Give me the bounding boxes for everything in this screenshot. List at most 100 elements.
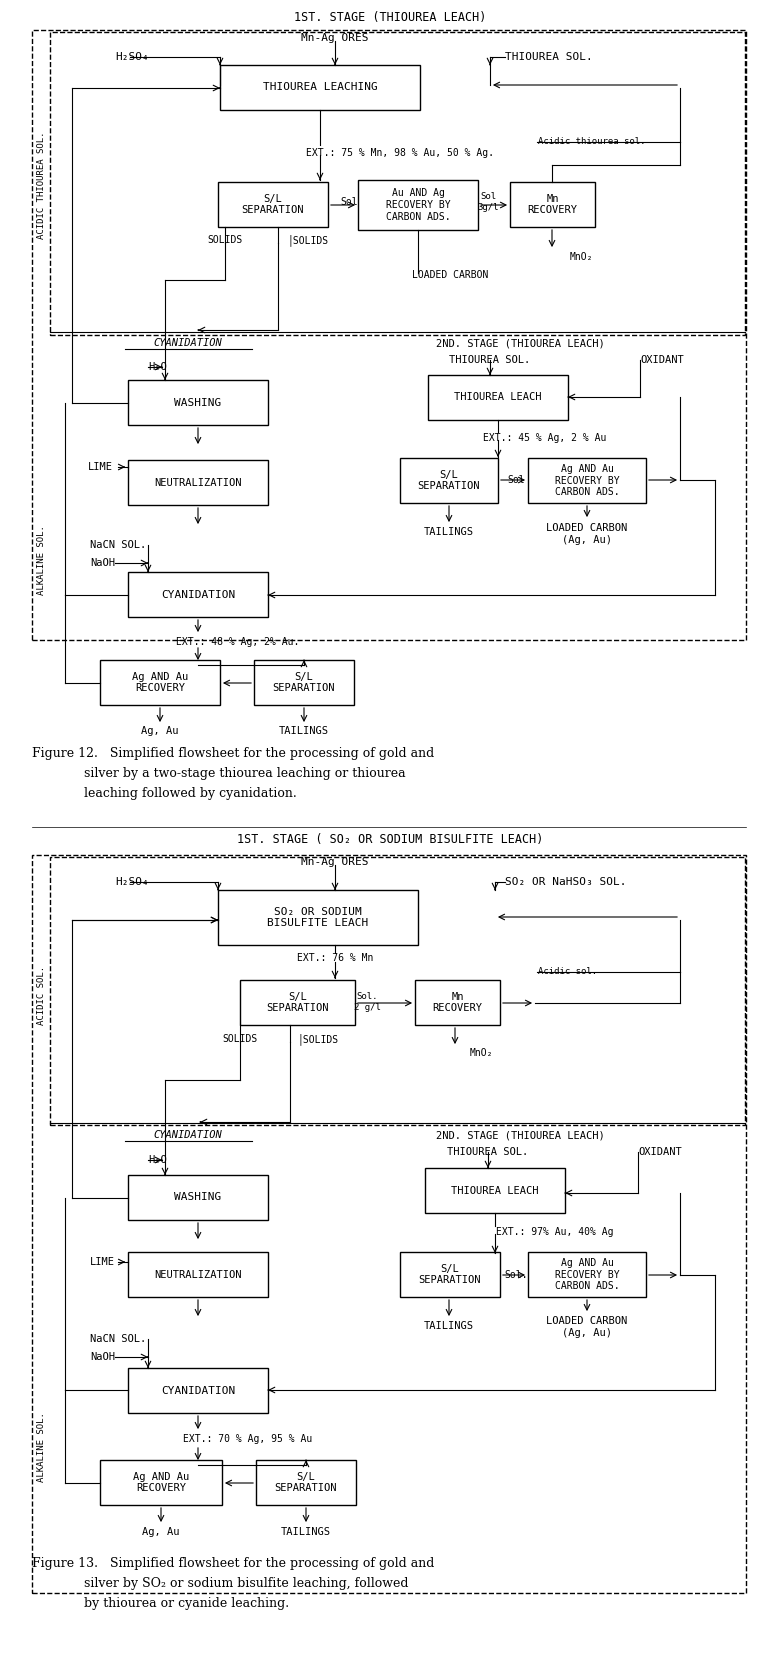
Text: EXT.: 48 % Ag, 2% Au.: EXT.: 48 % Ag, 2% Au. xyxy=(177,636,300,647)
Text: EXT.: 45 % Ag, 2 % Au: EXT.: 45 % Ag, 2 % Au xyxy=(483,434,607,442)
Bar xyxy=(425,1167,565,1213)
Text: THIOUREA LEACH: THIOUREA LEACH xyxy=(451,1186,538,1196)
Text: H₂SO₄: H₂SO₄ xyxy=(115,52,149,62)
Text: NaCN SOL.: NaCN SOL. xyxy=(90,539,146,549)
Bar xyxy=(400,457,498,502)
Bar xyxy=(428,375,568,420)
Text: EXT.: 75 % Mn, 98 % Au, 50 % Ag.: EXT.: 75 % Mn, 98 % Au, 50 % Ag. xyxy=(306,147,494,157)
Text: CYANIDATION: CYANIDATION xyxy=(161,590,235,600)
Text: ALKALINE SOL.: ALKALINE SOL. xyxy=(37,524,47,595)
Bar xyxy=(254,660,354,705)
Text: S/L
SEPARATION: S/L SEPARATION xyxy=(273,672,335,693)
Bar xyxy=(358,179,478,229)
Text: MnO₂: MnO₂ xyxy=(470,1049,493,1059)
Text: silver by a two-stage thiourea leaching or thiourea: silver by a two-stage thiourea leaching … xyxy=(32,767,405,781)
Text: CYANIDATION: CYANIDATION xyxy=(153,1131,223,1141)
Bar xyxy=(128,571,268,616)
Text: Acidic sol.: Acidic sol. xyxy=(538,968,598,977)
Text: silver by SO₂ or sodium bisulfite leaching, followed: silver by SO₂ or sodium bisulfite leachi… xyxy=(32,1576,408,1590)
Text: THIOUREA SOL.: THIOUREA SOL. xyxy=(505,52,593,62)
Text: NaCN SOL.: NaCN SOL. xyxy=(90,1333,146,1343)
Text: Sol
3g/l: Sol 3g/l xyxy=(477,193,499,211)
Text: TAILINGS: TAILINGS xyxy=(424,1322,474,1332)
Bar xyxy=(100,660,220,705)
Text: by thiourea or cyanide leaching.: by thiourea or cyanide leaching. xyxy=(32,1596,289,1610)
Bar xyxy=(220,65,420,111)
Text: TAILINGS: TAILINGS xyxy=(279,725,329,735)
Text: (Ag, Au): (Ag, Au) xyxy=(562,1328,612,1338)
Text: SOLIDS: SOLIDS xyxy=(208,235,243,245)
Text: Ag AND Au
RECOVERY: Ag AND Au RECOVERY xyxy=(133,1472,189,1494)
Text: EXT.: 97% Au, 40% Ag: EXT.: 97% Au, 40% Ag xyxy=(496,1228,614,1238)
Text: 2ND. STAGE (THIOUREA LEACH): 2ND. STAGE (THIOUREA LEACH) xyxy=(436,338,605,348)
Text: SOLIDS: SOLIDS xyxy=(223,1033,258,1044)
Text: Ag AND Au
RECOVERY BY
CARBON ADS.: Ag AND Au RECOVERY BY CARBON ADS. xyxy=(555,464,619,497)
Text: LIME: LIME xyxy=(88,462,113,472)
Bar xyxy=(128,380,268,425)
Text: Figure 13.   Simplified flowsheet for the processing of gold and: Figure 13. Simplified flowsheet for the … xyxy=(32,1558,434,1569)
Text: MnO₂: MnO₂ xyxy=(570,251,594,261)
Bar xyxy=(100,1461,222,1506)
Text: Mn
RECOVERY: Mn RECOVERY xyxy=(527,194,577,216)
Text: LOADED CARBON: LOADED CARBON xyxy=(546,523,628,533)
Text: Ag AND Au
RECOVERY: Ag AND Au RECOVERY xyxy=(132,672,188,693)
Text: │SOLIDS: │SOLIDS xyxy=(298,1033,339,1045)
Bar xyxy=(528,457,646,502)
Text: leaching followed by cyanidation.: leaching followed by cyanidation. xyxy=(32,787,296,801)
Text: NEUTRALIZATION: NEUTRALIZATION xyxy=(154,477,242,487)
Text: SO₂ OR NaHSO₃ SOL.: SO₂ OR NaHSO₃ SOL. xyxy=(505,878,626,888)
Text: OXIDANT: OXIDANT xyxy=(638,1147,682,1157)
Text: 1ST. STAGE (THIOUREA LEACH): 1ST. STAGE (THIOUREA LEACH) xyxy=(294,12,486,25)
Text: ACIDIC THIOUREA SOL.: ACIDIC THIOUREA SOL. xyxy=(37,131,47,240)
Text: CYANIDATION: CYANIDATION xyxy=(161,1385,235,1395)
Text: EXT.: 76 % Mn: EXT.: 76 % Mn xyxy=(297,953,373,963)
Text: Sol: Sol xyxy=(340,198,358,208)
Bar xyxy=(128,1251,268,1296)
Text: S/L
SEPARATION: S/L SEPARATION xyxy=(242,194,304,216)
Text: H₂SO₄: H₂SO₄ xyxy=(115,878,149,888)
Text: THIOUREA LEACH: THIOUREA LEACH xyxy=(454,392,541,402)
Text: Acidic thiourea sol.: Acidic thiourea sol. xyxy=(538,137,646,146)
Text: S/L
SEPARATION: S/L SEPARATION xyxy=(275,1472,337,1494)
Text: LOADED CARBON: LOADED CARBON xyxy=(546,1317,628,1327)
Bar xyxy=(128,1174,268,1219)
Text: Mn-Ag ORES: Mn-Ag ORES xyxy=(301,34,369,44)
Text: CYANIDATION: CYANIDATION xyxy=(153,338,223,348)
Text: THIOUREA SOL.: THIOUREA SOL. xyxy=(450,355,531,365)
Bar xyxy=(32,854,746,1593)
Text: S/L
SEPARATION: S/L SEPARATION xyxy=(419,1263,482,1285)
Bar xyxy=(32,30,746,640)
Bar xyxy=(218,889,418,945)
Text: H₂O: H₂O xyxy=(148,1156,166,1166)
Text: S/L
SEPARATION: S/L SEPARATION xyxy=(418,469,480,491)
Text: Ag, Au: Ag, Au xyxy=(142,725,179,735)
Bar xyxy=(128,1368,268,1414)
Bar xyxy=(128,461,268,504)
Text: THIOUREA LEACHING: THIOUREA LEACHING xyxy=(263,82,377,92)
Text: Sol: Sol xyxy=(507,476,525,486)
Text: 1ST. STAGE ( SO₂ OR SODIUM BISULFITE LEACH): 1ST. STAGE ( SO₂ OR SODIUM BISULFITE LEA… xyxy=(237,834,543,846)
Text: Ag AND Au
RECOVERY BY
CARBON ADS.: Ag AND Au RECOVERY BY CARBON ADS. xyxy=(555,1258,619,1291)
Text: EXT.: 70 % Ag, 95 % Au: EXT.: 70 % Ag, 95 % Au xyxy=(184,1434,313,1444)
Bar xyxy=(528,1251,646,1296)
Text: LIME: LIME xyxy=(90,1256,115,1266)
Text: WASHING: WASHING xyxy=(174,1193,222,1203)
Bar xyxy=(50,858,745,1126)
Bar xyxy=(218,183,328,228)
Text: THIOUREA SOL.: THIOUREA SOL. xyxy=(447,1147,528,1157)
Bar xyxy=(240,980,355,1025)
Text: S/L
SEPARATION: S/L SEPARATION xyxy=(266,992,329,1013)
Text: TAILINGS: TAILINGS xyxy=(424,528,474,538)
Text: ACIDIC SOL.: ACIDIC SOL. xyxy=(37,965,47,1025)
Text: NEUTRALIZATION: NEUTRALIZATION xyxy=(154,1270,242,1280)
Text: WASHING: WASHING xyxy=(174,397,222,407)
Bar xyxy=(256,1461,356,1506)
Text: TAILINGS: TAILINGS xyxy=(281,1528,331,1538)
Text: Mn
RECOVERY: Mn RECOVERY xyxy=(433,992,482,1013)
Text: H₂O: H₂O xyxy=(148,362,166,372)
Text: Figure 12.   Simplified flowsheet for the processing of gold and: Figure 12. Simplified flowsheet for the … xyxy=(32,747,434,760)
Text: OXIDANT: OXIDANT xyxy=(640,355,684,365)
Bar xyxy=(400,1251,500,1296)
Text: Au AND Ag
RECOVERY BY
CARBON ADS.: Au AND Ag RECOVERY BY CARBON ADS. xyxy=(386,188,450,221)
Bar xyxy=(50,32,745,335)
